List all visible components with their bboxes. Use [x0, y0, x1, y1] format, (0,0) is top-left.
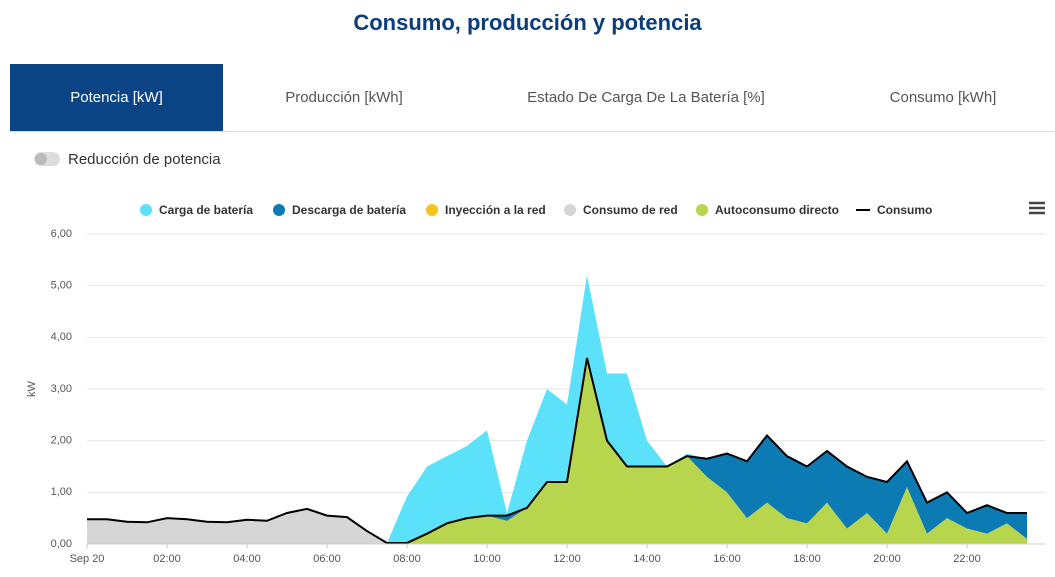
legend-label: Consumo de red [583, 203, 678, 217]
toggle-label: Reducción de potencia [68, 151, 221, 168]
x-tick-label: 08:00 [393, 553, 421, 565]
legend-swatch [564, 204, 576, 216]
tab[interactable]: Potencia [kW] [10, 64, 223, 131]
tab-bar: Potencia [kW] Producción [kWh] Estado De… [10, 64, 1055, 132]
x-tick-label: 18:00 [793, 553, 821, 565]
y-tick-label: 2,00 [51, 435, 72, 447]
page-title: Consumo, producción y potencia [353, 10, 702, 35]
area [87, 275, 1027, 543]
x-tick-label: 22:00 [953, 553, 981, 565]
x-tick-label: Sep 20 [70, 553, 105, 565]
x-tick-label: 16:00 [713, 553, 741, 565]
menu-icon[interactable] [1029, 201, 1045, 215]
tab[interactable]: Consumo [kWh] [889, 89, 997, 106]
legend-swatch [273, 204, 285, 216]
legend-swatch [696, 204, 708, 216]
y-tick-label: 3,00 [51, 383, 72, 395]
legend-label: Inyección a la red [445, 203, 546, 217]
area [87, 358, 1027, 544]
x-tick-label: 14:00 [633, 553, 661, 565]
x-tick-label: 12:00 [553, 553, 581, 565]
legend-label: Consumo [877, 203, 932, 217]
y-tick-label: 0,00 [51, 538, 72, 550]
y-tick-label: 5,00 [51, 280, 72, 292]
line [87, 357, 1027, 544]
tab[interactable]: Estado De Carga De La Batería [%] [527, 89, 765, 106]
x-tick-label: 04:00 [233, 553, 261, 565]
y-tick-label: 6,00 [51, 228, 72, 240]
legend-label: Autoconsumo directo [715, 203, 839, 217]
x-tick-label: 10:00 [473, 553, 501, 565]
y-axis-label: kW [26, 380, 38, 397]
y-tick-label: 4,00 [51, 331, 72, 343]
x-tick-label: 06:00 [313, 553, 341, 565]
tab[interactable]: Producción [kWh] [285, 89, 403, 106]
legend-swatch [426, 204, 438, 216]
area [87, 358, 1027, 544]
legend-swatch [140, 204, 152, 216]
legend-label: Descarga de batería [292, 203, 406, 217]
toggle-switch[interactable] [34, 152, 60, 166]
x-tick-label: 20:00 [873, 553, 901, 565]
x-tick-label: 02:00 [153, 553, 181, 565]
area [87, 358, 1027, 543]
legend-label: Carga de batería [159, 203, 253, 217]
y-tick-label: 1,00 [51, 486, 72, 498]
